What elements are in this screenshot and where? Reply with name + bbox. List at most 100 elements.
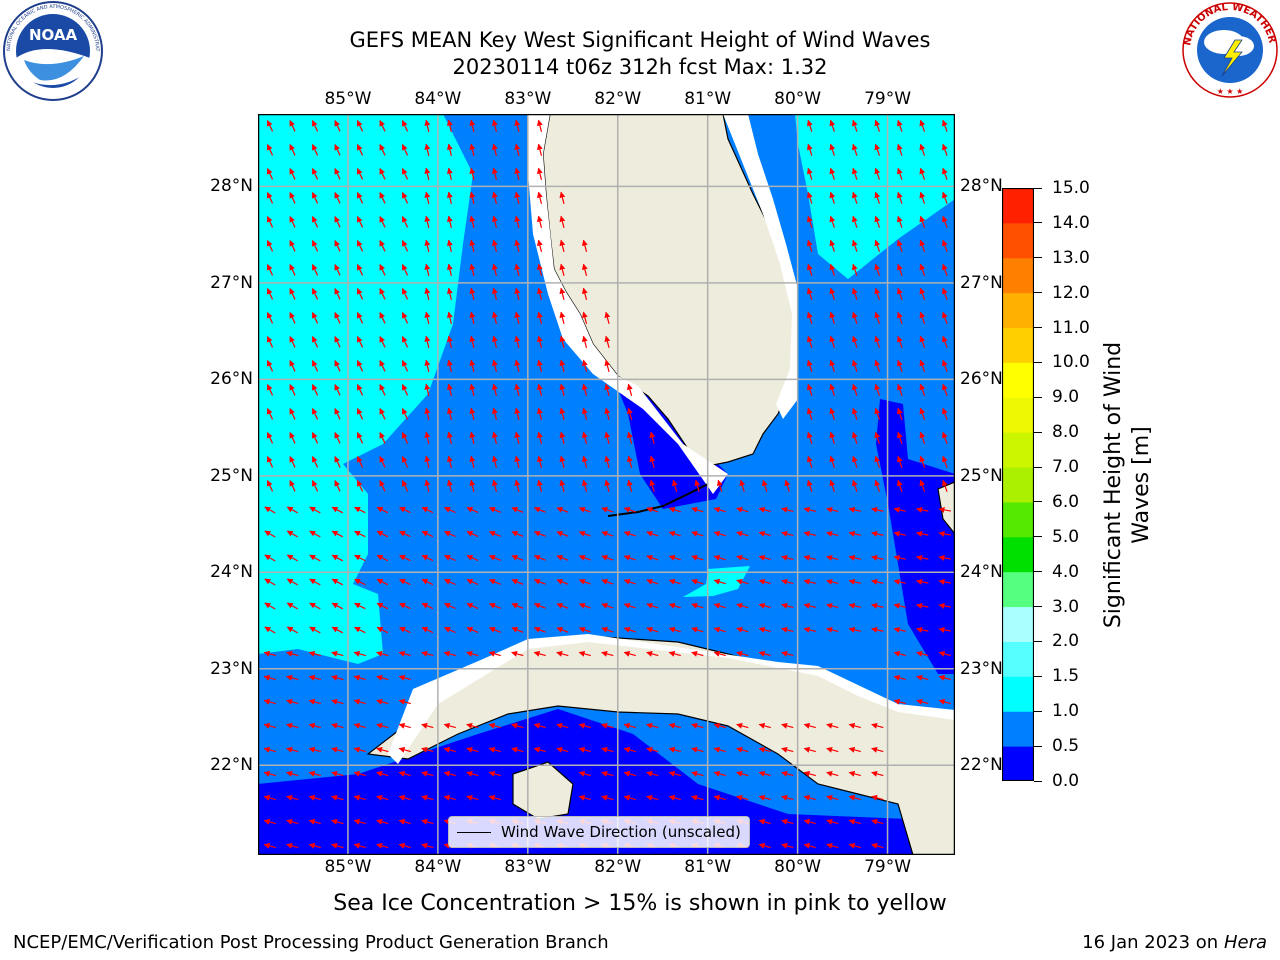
wave-direction-arrow	[469, 407, 476, 420]
wave-direction-arrow	[488, 722, 501, 729]
colorbar-segment	[1002, 676, 1034, 712]
wave-direction-arrow	[466, 531, 479, 537]
wave-direction-arrow	[649, 455, 656, 468]
wave-direction-arrow	[781, 770, 794, 777]
wave-direction-arrow	[896, 191, 903, 204]
wave-direction-arrow	[646, 626, 659, 633]
wave-direction-arrow	[443, 626, 456, 634]
wave-direction-arrow	[334, 216, 341, 228]
wave-direction-arrow	[331, 794, 344, 801]
wave-direction-arrow	[353, 770, 366, 777]
wave-direction-arrow	[851, 311, 858, 324]
wave-direction-arrow	[691, 530, 704, 537]
colorbar-segment	[1002, 327, 1034, 363]
colorbar-tick-mark	[1034, 606, 1042, 608]
wave-direction-arrow	[559, 479, 566, 492]
lat-tick-label: 24°N	[960, 562, 1003, 583]
wave-direction-arrow	[781, 746, 794, 753]
wave-direction-arrow	[941, 335, 948, 348]
wave-direction-arrow	[941, 407, 948, 420]
wave-direction-arrow	[446, 407, 453, 420]
colorbar-tick-mark	[1034, 431, 1042, 433]
wave-direction-arrow	[826, 506, 839, 513]
wave-direction-arrow	[334, 264, 341, 276]
wave-direction-arrow	[803, 722, 816, 729]
wave-direction-arrow	[488, 603, 501, 609]
wave-direction-arrow	[668, 602, 681, 609]
wave-direction-arrow	[938, 674, 951, 681]
wave-direction-arrow	[266, 120, 274, 132]
wave-direction-arrow	[466, 770, 479, 777]
wave-direction-arrow	[469, 383, 476, 396]
chart-subtitle: 20230114 t06z 312h fcst Max: 1.32	[452, 55, 828, 79]
wave-direction-arrow	[896, 263, 903, 276]
wave-direction-arrow	[424, 455, 431, 468]
wave-direction-arrow	[446, 119, 453, 132]
wave-direction-arrow	[938, 530, 952, 537]
wave-direction-arrow	[691, 650, 704, 657]
colorbar-tick-mark	[1034, 396, 1042, 398]
wave-direction-arrow	[781, 650, 794, 657]
wave-direction-arrow	[919, 383, 926, 396]
wave-direction-arrow	[829, 119, 836, 132]
wave-direction-arrow	[736, 506, 749, 513]
wave-direction-arrow	[376, 506, 389, 514]
wave-direction-arrow	[469, 143, 476, 156]
wave-direction-arrow	[536, 359, 543, 372]
wave-direction-arrow	[354, 554, 366, 562]
wave-direction-arrow	[691, 746, 704, 753]
wave-direction-arrow	[308, 698, 321, 705]
wave-direction-arrow	[848, 626, 861, 633]
wave-direction-arrow	[511, 722, 524, 729]
wave-direction-arrow	[286, 506, 299, 514]
wave-direction-arrow	[556, 746, 569, 753]
wave-direction-arrow	[803, 818, 816, 825]
wave-direction-arrow	[334, 168, 341, 180]
wave-direction-arrow	[399, 602, 411, 610]
wave-direction-arrow	[536, 311, 543, 324]
wave-direction-arrow	[334, 360, 341, 372]
wave-direction-arrow	[919, 455, 926, 468]
wave-direction-arrow	[874, 143, 881, 156]
wave-direction-arrow	[916, 698, 929, 705]
wave-direction-arrow	[488, 770, 501, 777]
wave-direction-arrow	[559, 239, 566, 252]
wave-direction-arrow	[896, 359, 903, 372]
wave-direction-arrow	[559, 215, 566, 228]
wave-direction-arrow	[356, 144, 364, 156]
wave-direction-arrow	[446, 359, 453, 372]
wave-direction-arrow	[533, 722, 546, 729]
wave-direction-arrow	[266, 456, 274, 468]
wave-direction-arrow	[713, 770, 726, 777]
wave-direction-arrow	[424, 335, 431, 348]
wave-direction-arrow	[536, 479, 543, 492]
wave-direction-arrow	[668, 722, 681, 729]
wave-direction-arrow	[623, 650, 636, 657]
wave-direction-arrow	[309, 506, 321, 514]
wave-direction-arrow	[601, 650, 614, 657]
wave-direction-arrow	[424, 431, 431, 444]
wave-direction-arrow	[331, 674, 344, 681]
wave-direction-arrow	[851, 263, 858, 276]
wave-direction-arrow	[398, 746, 411, 753]
wave-direction-arrow	[829, 287, 836, 300]
wave-direction-arrow	[469, 359, 476, 372]
wave-direction-arrow	[601, 578, 614, 585]
wave-direction-arrow	[334, 408, 341, 420]
wave-direction-arrow	[646, 722, 659, 729]
wave-direction-arrow	[578, 506, 591, 513]
wave-direction-arrow	[514, 143, 521, 156]
wave-direction-arrow	[713, 794, 726, 801]
wave-direction-arrow	[354, 530, 366, 538]
wave-direction-arrow	[713, 746, 726, 753]
wave-direction-arrow	[536, 383, 543, 396]
wave-direction-arrow	[736, 530, 749, 537]
wave-direction-arrow	[874, 335, 881, 348]
wave-direction-arrow	[356, 288, 364, 300]
wave-direction-arrow	[713, 554, 726, 561]
wave-direction-arrow	[491, 263, 498, 276]
wave-direction-arrow	[421, 554, 434, 562]
wave-direction-arrow	[829, 359, 836, 372]
wave-direction-arrow	[263, 650, 276, 657]
colorbar-tick-label: 0.5	[1052, 736, 1080, 757]
